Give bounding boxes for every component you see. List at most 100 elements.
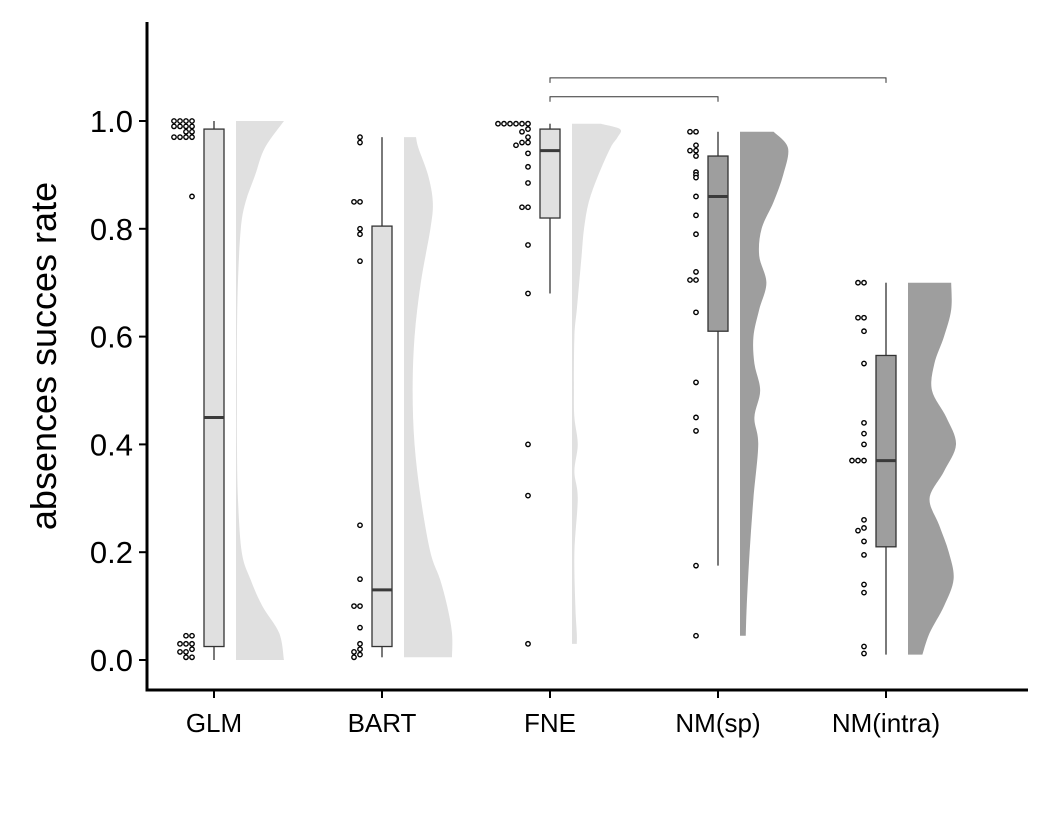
data-point — [357, 139, 363, 146]
data-point — [693, 428, 699, 434]
data-point — [357, 522, 363, 529]
box-glm — [203, 128, 225, 648]
data-point — [351, 603, 357, 609]
data-point — [519, 204, 525, 211]
y-axis-title: absences succes rate — [23, 182, 64, 530]
data-point — [525, 242, 531, 248]
data-point — [189, 118, 195, 124]
data-point — [183, 649, 189, 655]
data-point — [513, 142, 519, 149]
data-point — [357, 231, 363, 238]
data-point — [855, 314, 861, 321]
data-point — [525, 492, 531, 499]
data-point — [357, 258, 363, 265]
data-point — [183, 654, 189, 661]
data-point — [525, 290, 531, 297]
data-point — [357, 198, 363, 205]
axes — [145, 22, 1028, 692]
density-clouds — [236, 121, 957, 660]
y-ticks: 0.0 0.2 0.4 0.6 0.8 1.0 — [90, 104, 147, 678]
data-point — [861, 589, 867, 596]
data-point — [189, 123, 195, 130]
box-nm-intra — [875, 354, 897, 548]
boxplots — [203, 121, 897, 660]
data-point — [183, 632, 189, 639]
bracket-fne-vs-nm-sp — [549, 96, 719, 102]
data-point — [693, 193, 699, 200]
data-point — [861, 279, 867, 286]
data-point — [183, 118, 189, 124]
data-point — [519, 128, 525, 135]
density-cloud-bart — [404, 137, 453, 658]
data-point — [693, 277, 699, 283]
data-point — [189, 640, 195, 647]
data-point — [183, 123, 189, 130]
data-point — [693, 142, 699, 149]
data-point — [177, 118, 183, 124]
data-point — [693, 153, 699, 159]
data-point — [855, 527, 861, 534]
y-tick-label: 0.0 — [90, 643, 133, 678]
data-point — [189, 646, 195, 653]
x-tick-label-glm: GLM — [186, 708, 242, 738]
data-point — [861, 581, 867, 588]
y-tick-label: 0.8 — [90, 212, 133, 247]
data-point — [357, 603, 363, 609]
data-point — [525, 180, 531, 186]
y-tick-label: 0.2 — [90, 535, 133, 570]
data-point — [693, 147, 699, 154]
data-point — [855, 457, 861, 464]
data-point — [861, 419, 867, 426]
density-cloud-nm-sp — [740, 131, 789, 636]
data-point — [183, 134, 189, 141]
data-point — [357, 624, 363, 631]
x-tick-label-nm-sp: NM(sp) — [675, 708, 760, 738]
data-point — [183, 128, 189, 135]
data-point — [861, 551, 867, 558]
data-point — [525, 640, 531, 647]
data-point — [693, 269, 699, 275]
data-point — [171, 134, 177, 141]
data-point — [525, 120, 531, 127]
data-point — [693, 632, 699, 639]
data-point — [189, 134, 195, 141]
box-bart — [371, 225, 393, 648]
data-point — [189, 632, 195, 639]
raw-data-points — [171, 118, 867, 661]
data-point — [861, 430, 867, 437]
x-ticks: GLM BART FNE NM(sp) NM(intra) — [186, 690, 940, 738]
data-point — [861, 525, 867, 531]
x-tick-label-fne: FNE — [524, 708, 576, 738]
data-point — [351, 649, 357, 655]
data-point — [861, 650, 867, 657]
data-point — [861, 360, 867, 367]
data-point — [171, 123, 177, 130]
data-point — [357, 225, 363, 232]
data-point — [189, 128, 195, 135]
data-point — [189, 654, 195, 661]
data-point — [351, 654, 357, 661]
data-point — [525, 204, 531, 211]
data-point — [177, 640, 183, 647]
data-point — [351, 198, 357, 205]
data-point — [171, 118, 177, 124]
density-cloud-nm-intra — [908, 282, 957, 655]
data-point — [693, 562, 699, 569]
data-point — [861, 643, 867, 650]
data-point — [855, 279, 861, 286]
bracket-fne-vs-nm-intra — [549, 77, 887, 83]
y-tick-label: 0.6 — [90, 320, 133, 355]
data-point — [357, 134, 363, 141]
box-fne — [539, 128, 561, 219]
data-point — [861, 441, 867, 448]
density-cloud-glm — [236, 121, 284, 660]
data-point — [693, 231, 699, 238]
data-point — [861, 457, 867, 464]
data-point — [357, 640, 363, 647]
data-point — [189, 193, 195, 200]
data-point — [861, 516, 867, 523]
data-point — [693, 174, 699, 181]
data-point — [495, 120, 501, 127]
data-point — [357, 646, 363, 653]
data-point — [177, 134, 183, 141]
